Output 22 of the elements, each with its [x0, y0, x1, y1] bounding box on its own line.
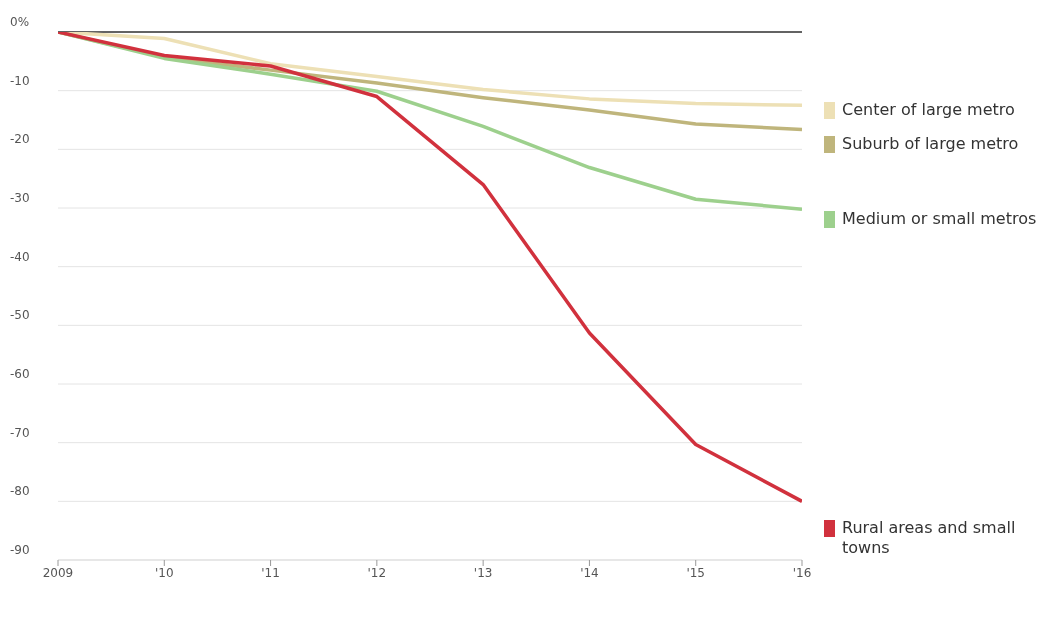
y-tick-label: -20 [10, 132, 30, 147]
y-tick-label: -40 [10, 249, 30, 264]
y-tick-label: -90 [10, 543, 30, 557]
legend-label: Medium or small metros [842, 209, 1037, 230]
x-tick-label: '12 [367, 565, 387, 580]
y-tick-label: 0% [10, 15, 30, 29]
y-tick-label: -10 [10, 73, 30, 88]
x-tick-label: 2009 [42, 565, 74, 580]
x-tick-label: '10 [155, 565, 174, 580]
x-tick-label: '11 [261, 565, 280, 580]
legend-label: Rural areas and small towns [842, 518, 1017, 558]
y-tick-label: -70 [10, 425, 30, 440]
y-tick-label: -30 [10, 191, 30, 205]
x-tick-label: '13 [473, 565, 493, 580]
legend-label: Center of large metro [842, 99, 1015, 120]
y-tick-label: -80 [10, 484, 30, 499]
x-tick-label: '15 [686, 565, 705, 580]
y-tick-label: -50 [10, 308, 30, 323]
x-tick-label: '16 [792, 565, 812, 580]
y-tick-label: -60 [10, 367, 30, 381]
legend-label: Suburb of large metro [842, 133, 1019, 154]
x-tick-label: '14 [580, 565, 599, 580]
